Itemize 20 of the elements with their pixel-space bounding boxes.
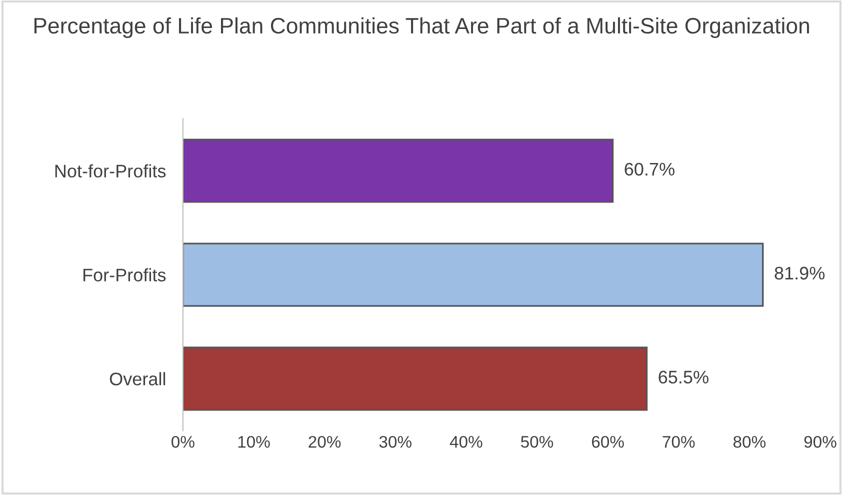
bar — [182, 138, 614, 203]
x-tick-label: 20% — [308, 436, 341, 448]
x-tick-label: 80% — [733, 436, 766, 448]
x-tick-label: 60% — [592, 436, 624, 448]
bar — [182, 346, 648, 411]
chart-title: Percentage of Life Plan Communities That Are Part of a Multi-Site Organization — [34, 17, 809, 38]
x-tick-label: 0% — [172, 436, 194, 448]
x-tick-label: 10% — [238, 436, 270, 448]
x-tick-label: 90% — [804, 436, 836, 448]
x-tick-label: 40% — [450, 436, 482, 448]
y-tick-label: Not-for-Profits — [55, 164, 166, 178]
data-label: 81.9% — [774, 266, 825, 280]
x-tick-label: 30% — [379, 436, 412, 448]
y-tick-label: For-Profits — [83, 268, 166, 282]
y-tick-label: Overall — [110, 372, 166, 386]
data-label: 60.7% — [624, 162, 674, 176]
x-tick-label: 70% — [662, 436, 695, 448]
data-label: 65.5% — [658, 370, 708, 384]
x-tick-label: 50% — [520, 436, 554, 448]
bar — [182, 242, 764, 307]
